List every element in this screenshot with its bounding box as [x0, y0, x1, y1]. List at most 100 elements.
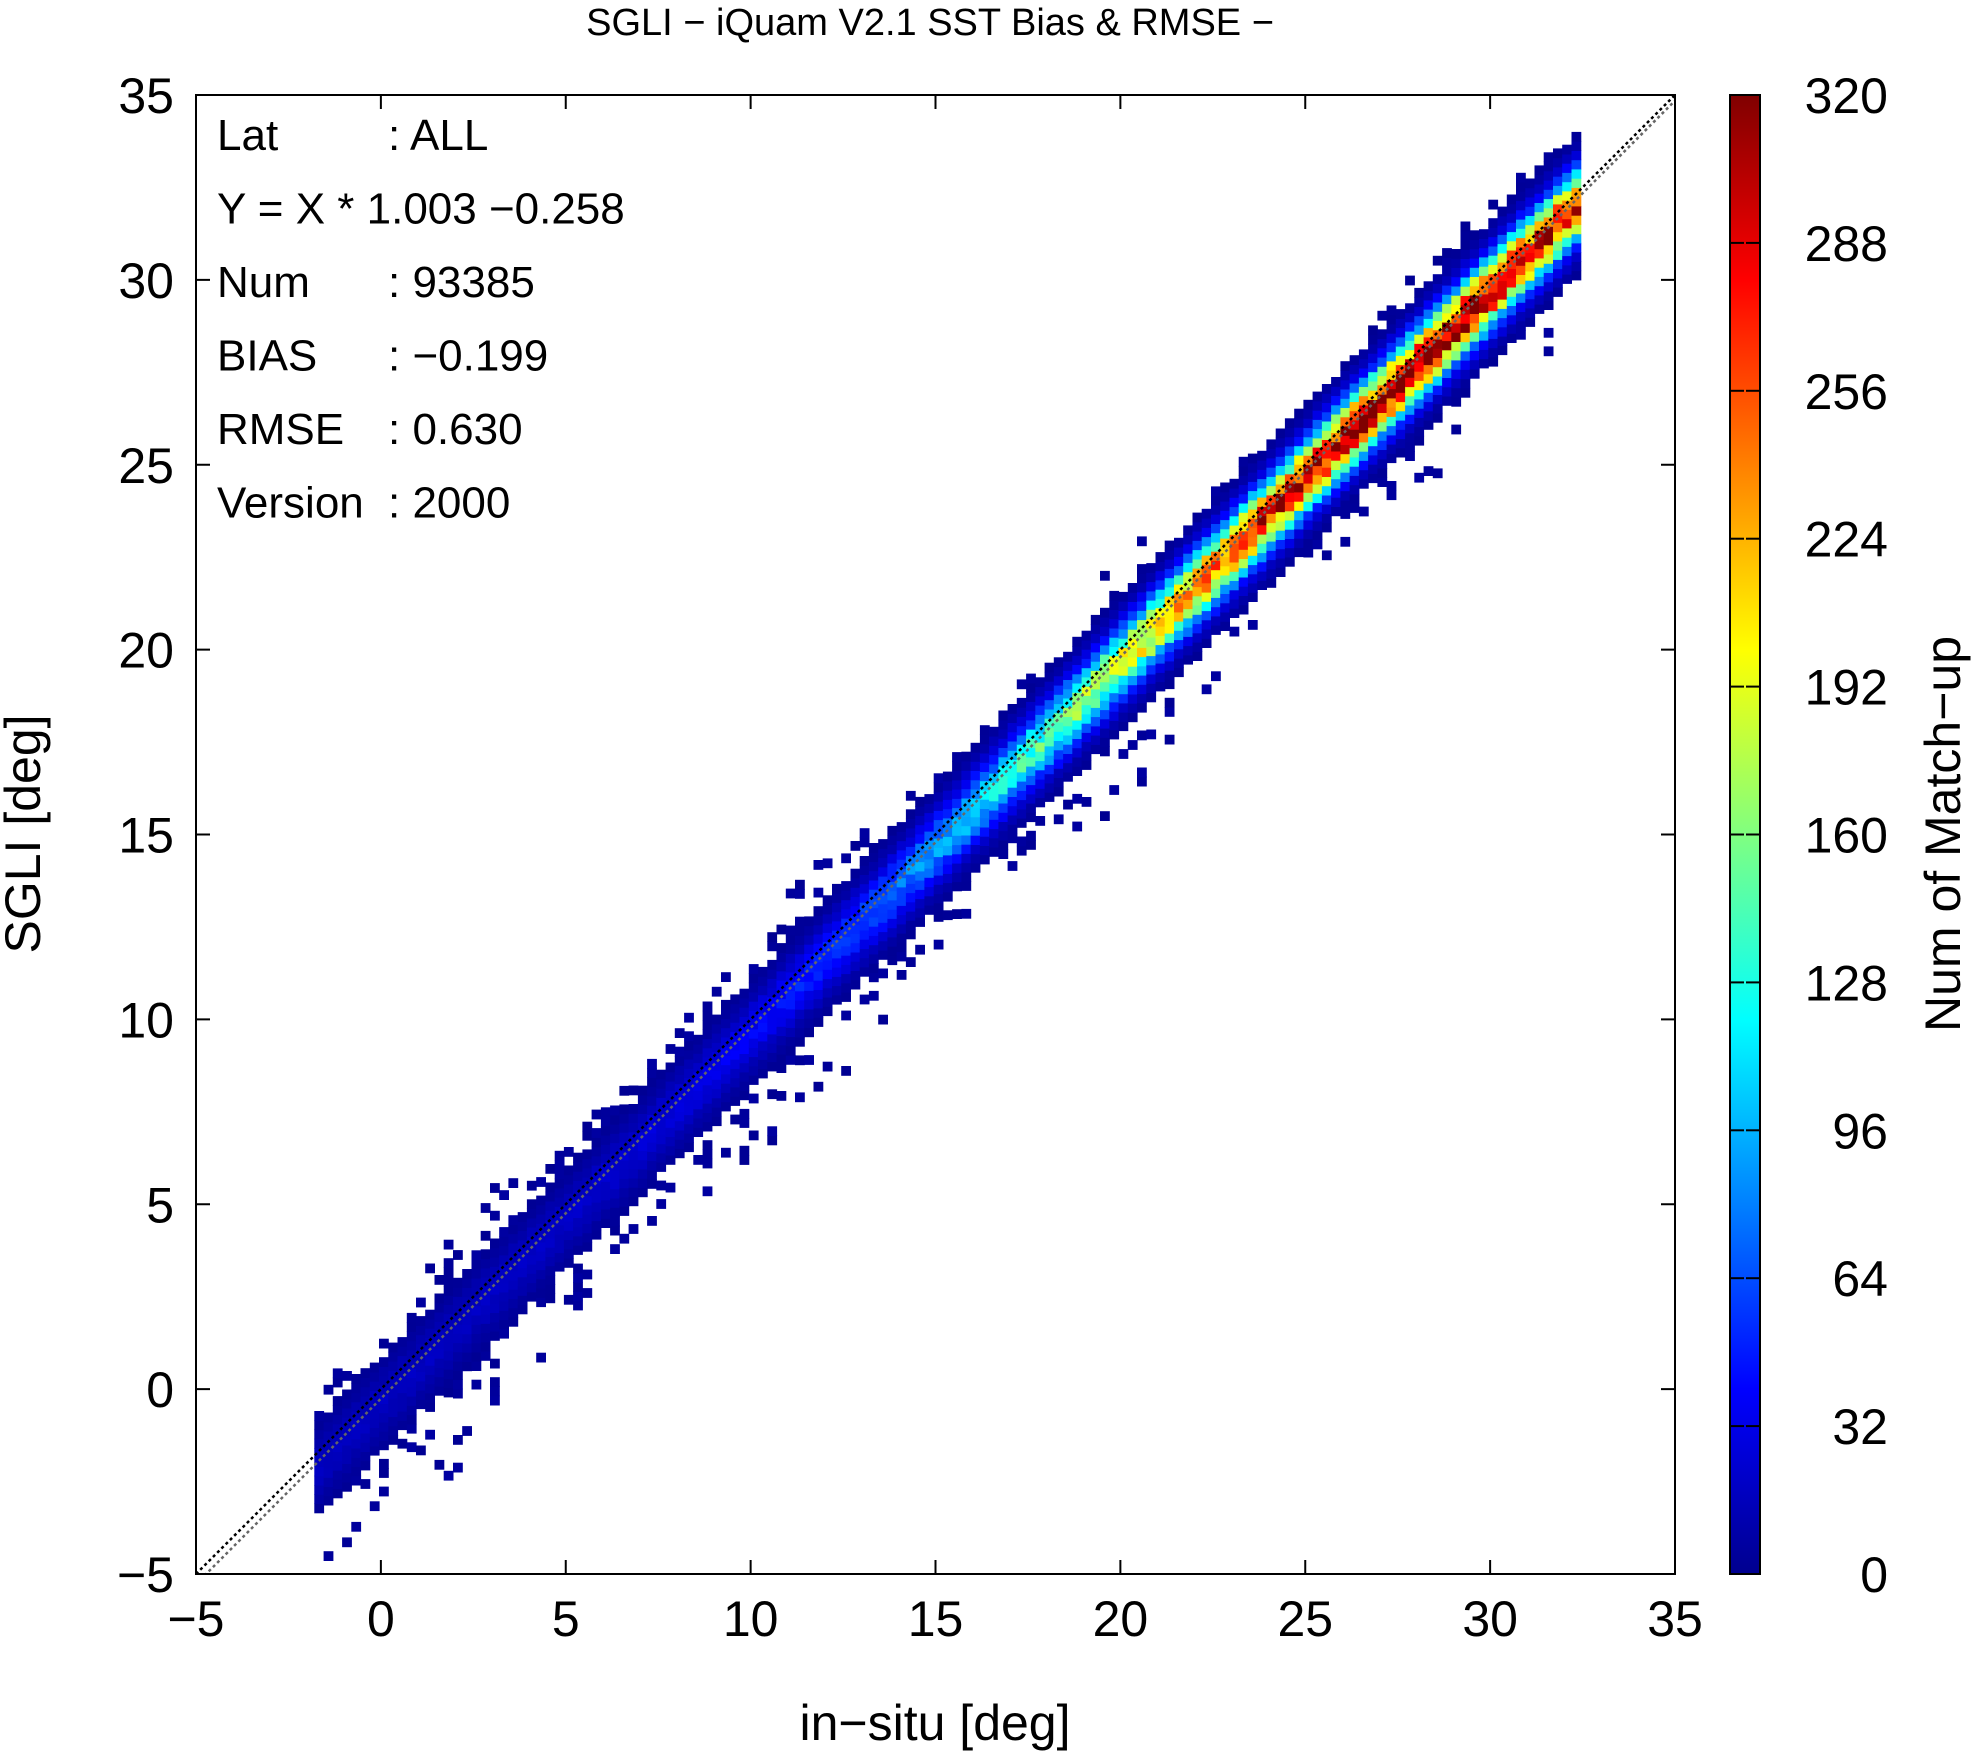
density-cell — [462, 1333, 472, 1344]
density-cell — [730, 1114, 741, 1125]
density-cell — [684, 1123, 694, 1134]
density-cell — [647, 1077, 657, 1088]
density-cell — [453, 1250, 463, 1260]
density-cell — [1109, 720, 1120, 731]
density-cell — [1035, 677, 1046, 688]
density-cell — [915, 815, 925, 826]
density-cell — [702, 1158, 713, 1169]
density-cell — [1358, 404, 1369, 415]
density-cell — [591, 1128, 602, 1138]
density-cell — [517, 1304, 528, 1315]
density-cell — [554, 1234, 565, 1244]
density-cell — [785, 1018, 796, 1028]
density-cell — [1063, 753, 1073, 764]
density-cell — [1303, 492, 1314, 502]
density-cell — [1201, 564, 1212, 575]
density-cell — [1109, 637, 1120, 647]
density-cell — [600, 1218, 611, 1228]
density-cell — [961, 770, 972, 780]
density-cell — [1377, 403, 1388, 413]
density-cell — [1516, 274, 1526, 285]
density-cell — [702, 1038, 713, 1049]
density-cell — [508, 1261, 519, 1272]
density-cell — [822, 978, 833, 989]
density-cell — [1072, 655, 1083, 665]
density-cell — [924, 877, 935, 888]
density-cell — [850, 914, 861, 925]
density-cell — [905, 929, 916, 940]
density-cell — [573, 1208, 583, 1218]
density-cell — [813, 924, 824, 935]
density-cell — [1090, 651, 1101, 662]
density-cell — [721, 1101, 731, 1112]
density-cell — [795, 926, 805, 936]
colorbar-tick-label: 256 — [1805, 364, 1888, 420]
density-cell — [998, 793, 1009, 804]
density-cell — [1220, 621, 1230, 631]
density-cell — [1183, 627, 1193, 637]
density-cell — [1331, 450, 1341, 461]
density-cell — [1183, 543, 1193, 554]
density-cell — [1525, 243, 1536, 253]
density-cell — [961, 788, 972, 799]
density-cell — [1081, 732, 1092, 743]
density-cell — [1368, 445, 1378, 456]
density-cell — [711, 1023, 722, 1034]
density-cell — [1423, 392, 1434, 403]
density-cell — [314, 1438, 325, 1449]
density-cell — [1442, 368, 1452, 378]
density-cell — [1534, 202, 1545, 213]
density-cell — [795, 953, 805, 964]
density-cell — [1192, 531, 1203, 541]
density-cell — [1016, 753, 1027, 764]
density-cell — [1118, 656, 1129, 667]
density-cell — [1164, 614, 1175, 625]
density-cell — [1377, 329, 1388, 340]
density-cell — [1405, 358, 1415, 369]
density-cell — [952, 761, 962, 772]
density-cell — [684, 1040, 694, 1051]
density-cell — [1386, 305, 1397, 316]
density-cell — [702, 1084, 713, 1095]
density-cell — [1201, 592, 1212, 602]
density-cell — [526, 1291, 537, 1302]
density-cell — [1414, 343, 1425, 354]
density-cell — [868, 889, 879, 899]
density-cell — [1063, 670, 1073, 680]
density-cell — [1442, 257, 1452, 268]
density-cell — [942, 873, 953, 884]
density-cell — [1395, 429, 1406, 440]
density-cell — [878, 940, 888, 951]
density-cell — [480, 1351, 491, 1361]
density-cell — [1525, 270, 1536, 281]
density-cell — [905, 957, 916, 967]
density-cell — [1211, 541, 1221, 552]
density-cell — [1164, 651, 1175, 662]
colorbar-tick-label: 0 — [1860, 1547, 1888, 1603]
density-cell — [878, 968, 888, 979]
density-cell — [1238, 466, 1249, 476]
density-cell — [1155, 635, 1166, 646]
density-cell — [1349, 429, 1360, 439]
density-cell — [1386, 323, 1397, 334]
density-cell — [702, 1066, 713, 1076]
density-cell — [600, 1181, 611, 1191]
density-cell — [314, 1411, 325, 1421]
density-cell — [545, 1293, 556, 1304]
density-cell — [1506, 287, 1517, 297]
density-cell — [1174, 639, 1184, 650]
density-cell — [425, 1355, 435, 1366]
density-cell — [1164, 586, 1175, 597]
density-cell — [933, 810, 944, 821]
density-cell — [1562, 264, 1572, 275]
density-cell — [952, 835, 962, 846]
density-cell — [952, 770, 962, 781]
density-cell — [526, 1264, 537, 1274]
density-cell — [1479, 256, 1489, 267]
density-cell — [1553, 231, 1563, 242]
density-cell — [730, 1049, 741, 1060]
density-cell — [702, 1020, 713, 1030]
density-cell — [600, 1162, 611, 1173]
density-cell — [1192, 651, 1203, 661]
density-cell — [563, 1239, 574, 1250]
